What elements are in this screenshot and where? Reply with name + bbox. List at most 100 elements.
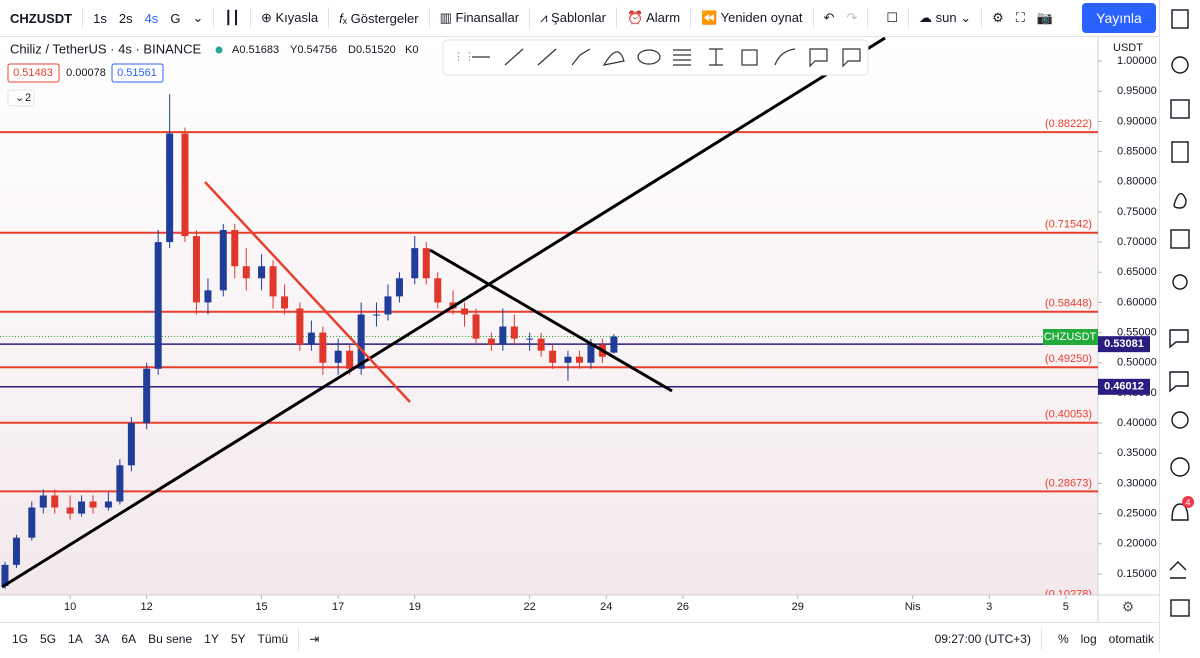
candle-body (357, 314, 365, 369)
interval[interactable]: 4s (144, 10, 159, 26)
fullscreen-box[interactable]: ☐ (886, 10, 899, 25)
alert-icon[interactable] (1171, 56, 1189, 74)
candle-body (181, 133, 189, 237)
compare-button[interactable]: ⊕ Kıyasla (261, 10, 319, 25)
trend-line[interactable] (429, 248, 673, 393)
snapshot[interactable]: 📷 (1036, 10, 1054, 25)
candle-body (564, 356, 572, 363)
ask-box (111, 63, 164, 83)
tool-icon[interactable] (673, 49, 691, 66)
x-tick-label: 26 (677, 601, 689, 613)
candle-body (281, 296, 289, 309)
range[interactable]: 3A (94, 631, 110, 646)
date-range[interactable]: ⇥ (309, 631, 320, 646)
interval[interactable]: 1s (93, 10, 107, 26)
range[interactable]: 1G (12, 631, 29, 646)
calendar-icon[interactable] (1170, 229, 1190, 249)
candle-body (526, 338, 534, 340)
clock: 09:27:00 (UTC+3) (934, 631, 1031, 646)
log-toggle[interactable]: log (1080, 631, 1097, 646)
range[interactable]: 5G (40, 631, 57, 646)
y-tick-label: 0.95000 (1117, 85, 1157, 97)
drag-handle[interactable]: ⋮⋮ (453, 51, 475, 63)
undo[interactable]: ↶ (823, 10, 835, 25)
layout-button[interactable]: ☁ sun ⌄ (919, 10, 972, 25)
indicators-button[interactable]: fₓ Göstergeler (339, 10, 419, 26)
candle-body (587, 344, 595, 363)
y-tick-label: 0.75000 (1117, 206, 1157, 218)
tool-icon[interactable] (842, 48, 861, 68)
symbol[interactable]: CHZUSDT (10, 10, 73, 26)
redo[interactable]: ↷ (846, 10, 858, 25)
alert-button[interactable]: ⏰ Alarm (626, 10, 681, 25)
candle-body (192, 236, 200, 303)
y-tick-label: 1.00000 (1117, 55, 1157, 67)
tool-icon[interactable] (504, 48, 524, 66)
interval[interactable]: 2s (118, 10, 133, 26)
price-tag-label: 0.46012 (1104, 381, 1144, 393)
y-tick-label: 0.85000 (1117, 146, 1157, 158)
separator (529, 7, 531, 29)
range[interactable]: 6A (121, 631, 137, 646)
news-icon[interactable] (1170, 99, 1190, 119)
chat-icon[interactable] (1169, 329, 1189, 349)
tool-icon[interactable] (774, 48, 796, 66)
range[interactable]: 1A (68, 631, 83, 646)
candle-body (510, 326, 518, 339)
templates-button[interactable]: ⩘ Şablonlar (540, 10, 606, 25)
candle-body (219, 230, 227, 291)
tool-icon[interactable] (537, 48, 557, 66)
candle-body (372, 314, 380, 316)
trend-line[interactable] (1, 37, 886, 589)
video-icon[interactable] (1170, 457, 1190, 477)
level-label: (0.40053) (1045, 409, 1092, 421)
candle-style[interactable]: ┃┃ (224, 10, 240, 25)
range[interactable]: Tümü (257, 631, 289, 646)
notification-icon[interactable] (1171, 503, 1189, 521)
financials-button[interactable]: ▥ Finansallar (439, 10, 520, 25)
axis-settings[interactable]: ⚙ (1122, 599, 1135, 615)
order-icon[interactable] (1170, 599, 1190, 617)
label: Kıyasla (275, 10, 319, 25)
tool-icon[interactable] (637, 49, 661, 65)
candle-body (78, 501, 86, 514)
indicator-toggle[interactable] (7, 89, 35, 107)
label: Finansallar (455, 10, 520, 25)
tool-icon[interactable] (709, 48, 723, 66)
plot-background (0, 37, 1098, 595)
tool-icon[interactable] (741, 49, 758, 66)
hotlist-icon[interactable] (1173, 192, 1187, 209)
dropdown[interactable]: ⌄ (192, 10, 204, 25)
interval[interactable]: G (170, 10, 181, 26)
publish-button[interactable]: Yayınla (1082, 3, 1156, 33)
separator (298, 627, 300, 650)
auto-toggle[interactable]: otomatik (1108, 631, 1154, 646)
candle-body (154, 242, 162, 369)
ideas-icon[interactable] (1172, 274, 1188, 290)
range[interactable]: 1Y (204, 631, 219, 646)
watchlist-icon[interactable] (1171, 9, 1189, 29)
list-icon[interactable] (1171, 141, 1189, 163)
spread: 0.00078 (66, 67, 106, 79)
settings[interactable]: ⚙ (992, 10, 1004, 25)
currency-label: USDT (1113, 42, 1143, 54)
candle-body (39, 495, 47, 508)
percent-toggle[interactable]: % (1057, 631, 1069, 646)
trend-line[interactable] (204, 181, 411, 403)
range[interactable]: 5Y (230, 631, 246, 646)
chart-icon[interactable] (1169, 561, 1187, 579)
candle-body (575, 356, 583, 363)
range[interactable]: Bu sene (148, 631, 193, 646)
tool-icon[interactable] (571, 48, 591, 66)
y-tick-label: 0.40000 (1117, 417, 1157, 429)
x-tick-label: 17 (332, 601, 344, 613)
legend-title: Chiliz / TetherUS · 4s · BINANCE (10, 41, 202, 56)
replay-button[interactable]: ⏪ Yeniden oynat (701, 10, 803, 25)
fullscreen[interactable]: ⛶ (1015, 10, 1025, 25)
chats-icon[interactable] (1169, 371, 1189, 393)
tool-icon[interactable] (809, 48, 828, 68)
streams-icon[interactable] (1171, 411, 1189, 429)
tool-icon[interactable] (602, 51, 625, 66)
y-tick-label: 0.80000 (1117, 176, 1157, 188)
y-tick-label: 0.20000 (1117, 538, 1157, 550)
